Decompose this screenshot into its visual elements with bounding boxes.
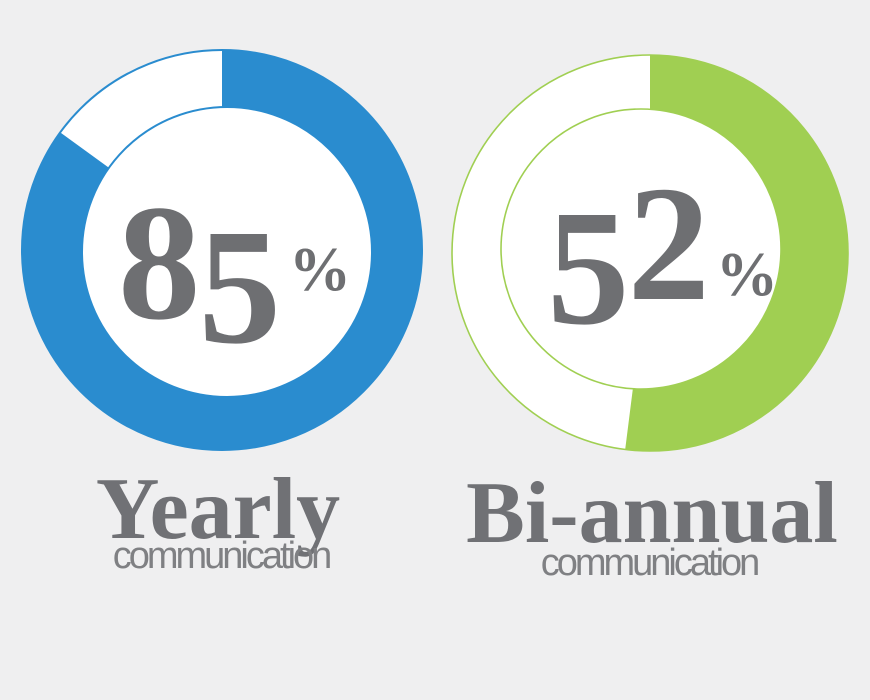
biannual-sublabel: communication [541,542,758,584]
biannual-inner-circle [500,108,782,390]
biannual-percentage-value: 52% [547,152,776,359]
value-digit: 5 [547,176,628,359]
donut-chart-yearly: 85% Yearly communication [21,49,423,577]
donut-chart-biannual: 52% Bi-annual communication [451,54,849,584]
percent-sign: % [289,236,349,304]
percent-sign: % [716,241,776,309]
yearly-inner-circle [81,106,373,398]
yearly-percentage-value: 85% [118,171,349,378]
biannual-label: Bi-annual [466,465,838,562]
value-digit: 8 [118,171,199,354]
value-digit: 5 [199,195,280,378]
yearly-sublabel: communication [113,535,330,577]
yearly-label: Yearly [96,461,340,558]
value-digit: 2 [628,152,709,335]
